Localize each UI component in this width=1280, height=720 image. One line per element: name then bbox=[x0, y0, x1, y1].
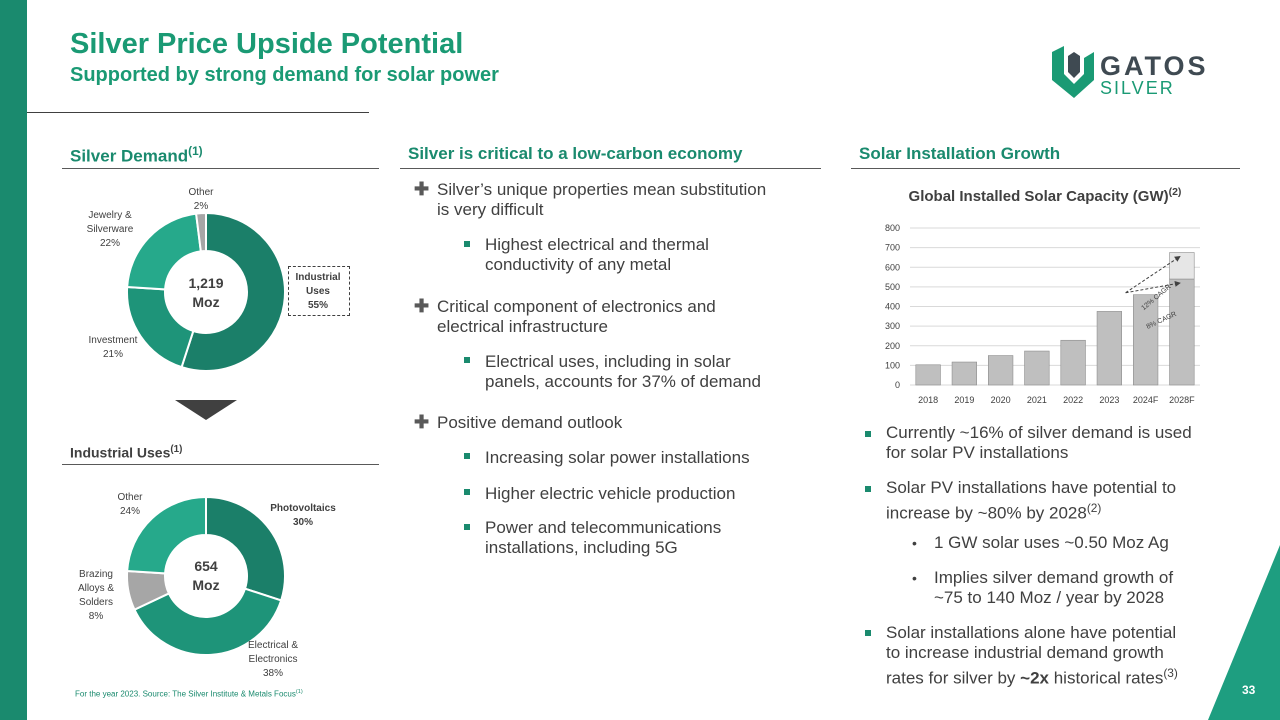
bar bbox=[1132, 294, 1159, 386]
cagr-arrow bbox=[1125, 280, 1181, 294]
label-investment: Investment 21% bbox=[88, 335, 138, 360]
square-bullet-icon bbox=[865, 630, 871, 636]
page-subtitle: Supported by strong demand for solar pow… bbox=[70, 64, 499, 86]
x-tick-label: 2019 bbox=[954, 395, 974, 405]
corner-accent-triangle bbox=[1208, 545, 1280, 720]
solar-heading: Solar Installation Growth bbox=[859, 144, 1061, 163]
critical-subpoint-2: Electrical uses, including in solar panel… bbox=[485, 352, 761, 391]
bar bbox=[1096, 311, 1123, 386]
square-bullet-icon bbox=[464, 241, 470, 247]
y-tick-label: 400 bbox=[885, 302, 900, 312]
y-tick-label: 300 bbox=[885, 321, 900, 331]
label-industrial-uses: Industrial Uses 55% bbox=[295, 272, 341, 311]
bar bbox=[988, 355, 1014, 386]
critical-point-3: Positive demand outlook bbox=[437, 413, 623, 432]
title-divider bbox=[27, 112, 369, 113]
critical-subpoint-3a: Increasing solar power installations bbox=[485, 448, 750, 467]
solar-bullet-2: Solar PV installations have potential to… bbox=[886, 478, 1177, 523]
critical-point-1: Silver’s unique properties mean substitu… bbox=[437, 180, 767, 219]
bar bbox=[1060, 339, 1086, 386]
critical-heading: Silver is critical to a low-carbon econo… bbox=[408, 144, 743, 163]
y-tick-label: 500 bbox=[885, 282, 900, 292]
silver-demand-donut bbox=[126, 212, 286, 372]
silver-demand-rule bbox=[62, 168, 379, 169]
logo-wordmark: GATOS bbox=[1100, 51, 1209, 81]
critical-subpoint-1: Highest electrical and thermal conductivi… bbox=[485, 235, 709, 274]
critical-point-2: Critical component of electronics and ele… bbox=[437, 297, 716, 336]
label-demand-other: Other 2% bbox=[188, 187, 214, 212]
y-tick-label: 0 bbox=[895, 380, 900, 390]
donut-segment bbox=[126, 496, 207, 575]
solar-rule bbox=[851, 168, 1240, 169]
square-bullet-icon bbox=[464, 489, 470, 495]
critical-subpoint-3c: Power and telecommunications installation… bbox=[485, 518, 722, 557]
x-tick-label: 2023 bbox=[1099, 395, 1119, 405]
x-tick-label: 2024F bbox=[1133, 395, 1159, 405]
square-bullet-icon bbox=[865, 431, 871, 437]
logo-subwordmark: SILVER bbox=[1100, 78, 1175, 98]
y-tick-label: 700 bbox=[885, 243, 900, 253]
solar-subbullet-1: 1 GW solar uses ~0.50 Moz Ag bbox=[934, 533, 1169, 552]
source-footnote: For the year 2023. Source: The Silver In… bbox=[75, 689, 303, 699]
y-tick-label: 600 bbox=[885, 262, 900, 272]
square-bullet-icon bbox=[865, 486, 871, 492]
page-title: Silver Price Upside Potential bbox=[70, 28, 464, 60]
plus-icon: ✚ bbox=[414, 412, 430, 432]
solar-bullet-1: Currently ~16% of silver demand is used f… bbox=[886, 423, 1192, 462]
x-tick-label: 2022 bbox=[1063, 395, 1083, 405]
plus-icon: ✚ bbox=[414, 179, 430, 199]
solar-capacity-bar-chart: 0 100 200 300 400 500 600 700 800 2018 2019 2020 202… bbox=[885, 223, 1200, 405]
solar-subbullet-2: Implies silver demand growth of ~75 to 14… bbox=[934, 568, 1174, 607]
industrial-uses-heading: Industrial Uses(1) bbox=[70, 444, 183, 461]
solar-bullet-3: Solar installations alone have potential… bbox=[886, 623, 1178, 688]
down-arrow-icon bbox=[175, 400, 237, 420]
industrial-uses-callout bbox=[288, 266, 350, 316]
square-bullet-icon bbox=[464, 524, 470, 530]
bar bbox=[951, 361, 978, 386]
demand-center-label: 1,219 Moz bbox=[188, 275, 224, 310]
bar bbox=[915, 364, 941, 386]
critical-rule bbox=[400, 168, 821, 169]
x-tick-label: 2020 bbox=[991, 395, 1011, 405]
bar bbox=[1169, 278, 1195, 386]
donut-segment bbox=[194, 212, 207, 253]
donut-segment bbox=[133, 587, 283, 656]
left-accent-bar bbox=[0, 0, 27, 720]
gatos-logo-icon bbox=[1052, 46, 1094, 98]
bar bbox=[1024, 350, 1050, 386]
donut-segment bbox=[205, 496, 286, 602]
critical-subpoint-3b: Higher electric vehicle production bbox=[485, 484, 736, 503]
x-tick-label: 2021 bbox=[1027, 395, 1047, 405]
label-brazing: Brazing Alloys & Solders 8% bbox=[77, 569, 115, 622]
x-tick-label: 2028F bbox=[1169, 395, 1195, 405]
round-bullet-icon: • bbox=[912, 570, 917, 586]
industrial-uses-rule bbox=[62, 464, 379, 465]
industrial-center-label: 654 Moz bbox=[192, 558, 220, 593]
y-tick-label: 800 bbox=[885, 223, 900, 233]
square-bullet-icon bbox=[464, 453, 470, 459]
plus-icon: ✚ bbox=[414, 296, 430, 316]
label-photovoltaics: Photovoltaics 30% bbox=[270, 503, 336, 528]
silver-demand-heading: Silver Demand(1) bbox=[70, 144, 203, 166]
industrial-uses-donut bbox=[126, 496, 286, 656]
x-tick-label: 2018 bbox=[918, 395, 938, 405]
round-bullet-icon: • bbox=[912, 535, 917, 551]
y-tick-label: 200 bbox=[885, 341, 900, 351]
page-number: 33 bbox=[1242, 683, 1256, 697]
label-industrial-other: Other 24% bbox=[117, 492, 143, 517]
label-electrical: Electrical & Electronics 38% bbox=[247, 640, 298, 679]
y-tick-label: 100 bbox=[885, 360, 900, 370]
cagr-arrow bbox=[1125, 255, 1181, 294]
square-bullet-icon bbox=[464, 357, 470, 363]
donut-segment bbox=[180, 212, 286, 372]
bar-range-extension bbox=[1169, 252, 1195, 280]
label-jewelry: Jewelry & Silverware 22% bbox=[86, 210, 134, 249]
solar-chart-title: Global Installed Solar Capacity (GW)(2) bbox=[908, 186, 1182, 205]
